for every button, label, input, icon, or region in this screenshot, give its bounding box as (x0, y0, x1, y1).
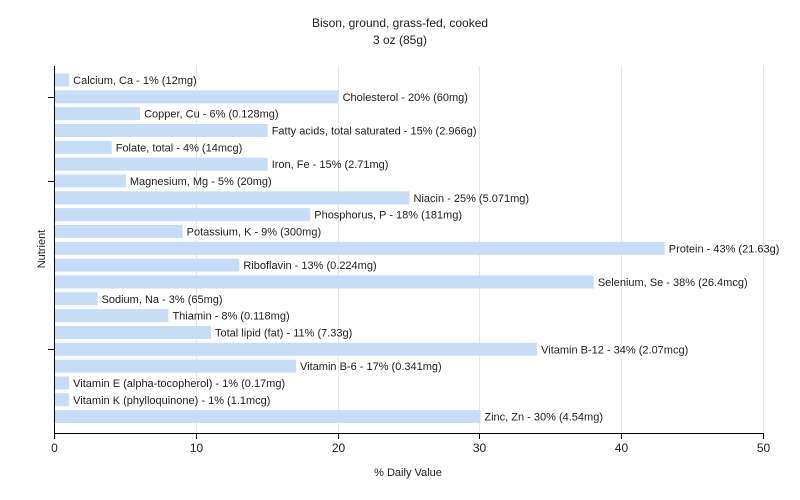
bar (55, 157, 268, 171)
bar-label: Fatty acids, total saturated - 15% (2.96… (272, 125, 477, 137)
bar (55, 90, 339, 104)
bar (55, 275, 594, 289)
bar (55, 174, 126, 188)
x-tick-label: 40 (615, 441, 629, 455)
x-tick-label: 30 (473, 441, 487, 455)
bar (55, 325, 211, 339)
bar-label: Total lipid (fat) - 11% (7.33g) (215, 327, 352, 339)
bars: Calcium, Ca - 1% (12mg) Cholesterol - 20%… (55, 73, 780, 424)
bar-label: Cholesterol - 20% (60mg) (343, 92, 468, 104)
bar-label: Calcium, Ca - 1% (12mg) (73, 75, 196, 87)
bar-label: Vitamin K (phylloquinone) - 1% (1.1mcg) (73, 395, 270, 407)
bar (55, 258, 240, 272)
bar-label: Potassium, K - 9% (300mg) (187, 226, 322, 238)
bar-label: Zinc, Zn - 30% (4.54mg) (484, 412, 603, 424)
bar-label: Selenium, Se - 38% (26.4mcg) (598, 277, 748, 289)
bar-label: Sodium, Na - 3% (65mg) (102, 294, 223, 306)
bar (55, 342, 538, 356)
axes: 0 10 20 30 40 50 (48, 66, 770, 455)
bar-label: Iron, Fe - 15% (2.71mg) (272, 159, 389, 171)
x-tick-label: 10 (190, 441, 204, 455)
bar (55, 309, 169, 323)
y-axis-label: Nutrient (36, 230, 48, 269)
x-axis-label: % Daily Value (374, 467, 442, 479)
bar (55, 359, 297, 373)
bar-label: Vitamin B-12 - 34% (2.07mcg) (541, 344, 688, 356)
x-tick-label: 0 (51, 441, 58, 455)
bar-label: Phosphorus, P - 18% (181mg) (314, 210, 462, 222)
x-tick-label: 20 (332, 441, 346, 455)
chart-title: Bison, ground, grass-fed, cooked (311, 16, 489, 30)
bar (55, 224, 183, 238)
bar (55, 191, 410, 205)
bar (55, 73, 70, 87)
bar (55, 140, 112, 154)
bar-label: Thiamin - 8% (0.118mg) (172, 311, 289, 323)
bar (55, 107, 141, 121)
bar-label: Magnesium, Mg - 5% (20mg) (130, 176, 272, 188)
chart-subtitle: 3 oz (85g) (372, 33, 428, 47)
bar (55, 410, 481, 424)
bar (55, 241, 665, 255)
bar-label: Vitamin B-6 - 17% (0.341mg) (300, 361, 442, 373)
bar (55, 393, 70, 407)
bar-label: Copper, Cu - 6% (0.128mg) (144, 109, 279, 121)
bar-label: Riboflavin - 13% (0.224mg) (243, 260, 376, 272)
bar (55, 123, 268, 137)
bar-label: Folate, total - 4% (14mcg) (116, 142, 243, 154)
x-tick-label: 50 (757, 441, 771, 455)
bar (55, 376, 70, 390)
bar (55, 208, 311, 222)
bar-label: Protein - 43% (21.63g) (669, 243, 780, 255)
bar (55, 292, 98, 306)
bar-label: Vitamin E (alpha-tocopherol) - 1% (0.17m… (73, 378, 285, 390)
bar-label: Niacin - 25% (5.071mg) (414, 193, 530, 205)
